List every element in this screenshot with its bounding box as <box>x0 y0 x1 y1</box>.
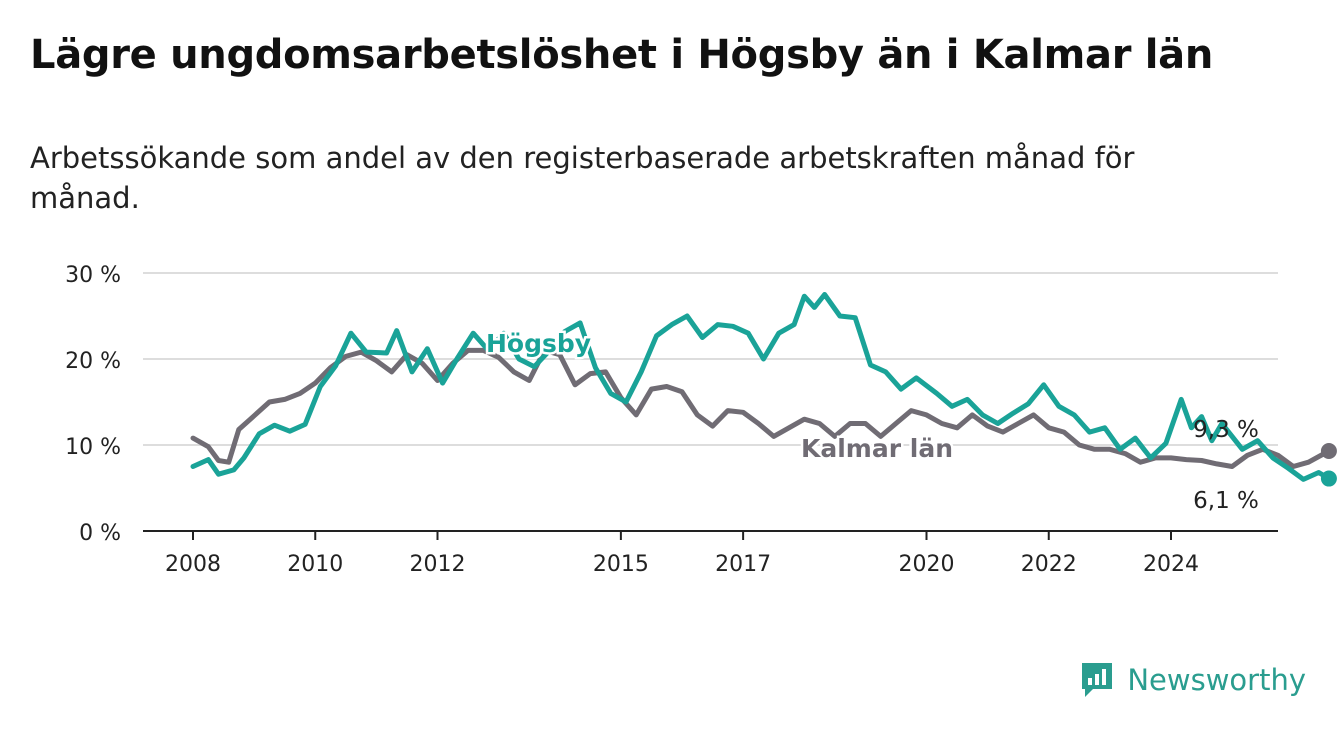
series-label-kalmar: Kalmar län <box>801 434 953 463</box>
end-point-marker <box>1320 443 1337 460</box>
chart-title: Lägre ungdomsarbetslöshet i Högsby än i … <box>30 32 1214 78</box>
series-line <box>190 347 1332 469</box>
x-axis: 2008 2010 2012 2015 2017 2020 2022 2024 <box>143 530 1278 577</box>
gridlines <box>143 272 1278 446</box>
series-line <box>190 292 1332 482</box>
end-value-label-kalmar: 9,3 % <box>1193 417 1259 443</box>
newsworthy-logo-icon <box>1082 663 1113 697</box>
series-label-hogsby: Högsby <box>486 329 591 358</box>
chart-subtitle: Arbetssökande som andel av den registerb… <box>30 141 1135 215</box>
series-lines <box>190 292 1337 487</box>
end-value-label-hogsby: 6,1 % <box>1193 488 1259 514</box>
end-point-marker <box>1320 470 1337 487</box>
x-tick-label: 2020 <box>899 552 955 577</box>
y-tick-label: 30 % <box>65 263 121 288</box>
x-tick-label: 2015 <box>593 552 649 577</box>
newsworthy-brand: Newsworthy <box>1079 660 1306 700</box>
x-tick-label: 2024 <box>1143 552 1199 577</box>
x-tick-label: 2010 <box>287 552 343 577</box>
x-tick-label: 2017 <box>715 552 771 577</box>
y-tick-label: 0 % <box>79 521 121 546</box>
x-tick-label: 2008 <box>165 552 221 577</box>
y-tick-label: 10 % <box>65 435 121 460</box>
y-tick-label: 20 % <box>65 349 121 374</box>
brand-name: Newsworthy <box>1127 663 1306 697</box>
y-axis-ticks: 0 % 10 % 20 % 30 % <box>65 263 121 546</box>
x-tick-label: 2022 <box>1021 552 1077 577</box>
series-labels: Högsby Kalmar län 9,3 % 6,1 % <box>484 327 1259 515</box>
x-tick-label: 2012 <box>410 552 466 577</box>
